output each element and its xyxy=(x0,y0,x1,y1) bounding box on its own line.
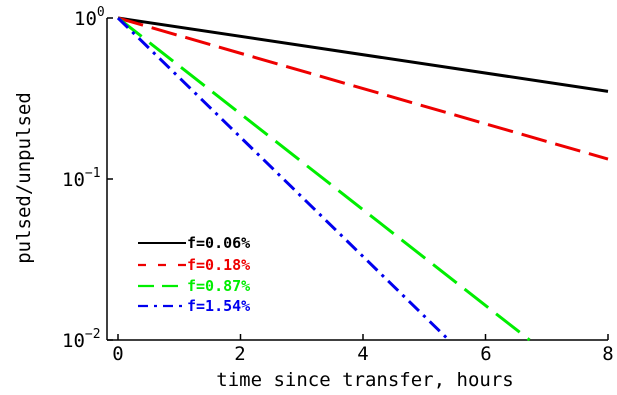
y-tick-label: 100 xyxy=(74,5,105,30)
legend-label-f018: f=0.18% xyxy=(187,256,250,274)
x-tick-label: 6 xyxy=(480,343,491,365)
tick-marks xyxy=(107,17,609,341)
y-axis-label: pulsed/unpulsed xyxy=(13,92,35,264)
series-line-3 xyxy=(117,16,531,342)
y-tick-labels: 100 10−1 10−2 xyxy=(62,5,105,352)
series-lines xyxy=(116,16,609,342)
legend: f=0.06% f=0.18% f=0.87% f=1.54% xyxy=(138,234,250,315)
y-tick-label: 10−1 xyxy=(62,166,101,191)
x-tick-labels: 0 2 4 6 8 xyxy=(112,343,613,365)
legend-label-f154: f=1.54% xyxy=(187,297,250,315)
x-tick-label: 0 xyxy=(112,343,123,365)
x-axis-label: time since transfer, hours xyxy=(216,369,513,391)
legend-label-f006: f=0.06% xyxy=(187,234,250,252)
series-line-2 xyxy=(117,16,609,161)
legend-label-f087: f=0.87% xyxy=(187,277,250,295)
x-tick-label: 4 xyxy=(357,343,368,365)
series-line-4 xyxy=(116,16,450,342)
y-tick-label: 10−2 xyxy=(62,327,101,352)
x-tick-label: 8 xyxy=(602,343,613,365)
x-tick-label: 2 xyxy=(234,343,245,365)
series-line-1 xyxy=(117,16,609,93)
